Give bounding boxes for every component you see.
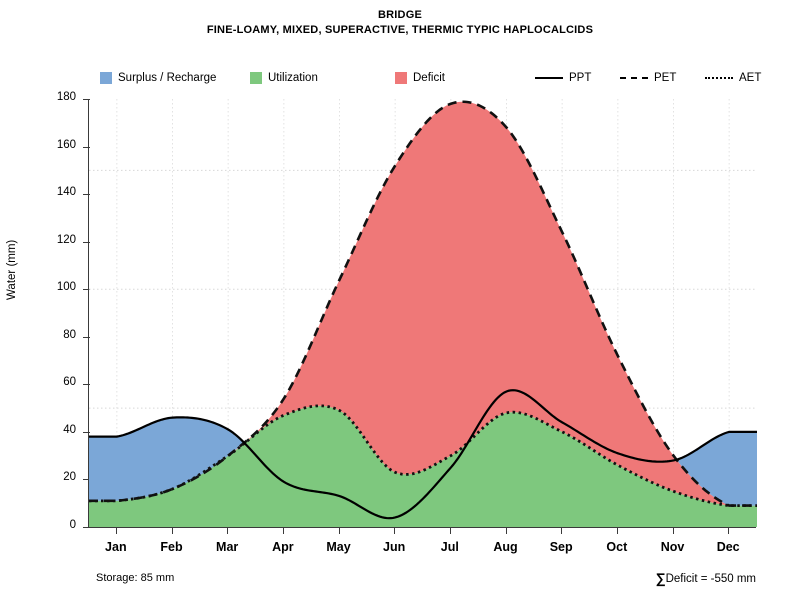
sigma-icon: ∑ [655, 570, 666, 586]
y-tick-mark [83, 146, 90, 148]
x-tick-mark-apr [282, 527, 284, 534]
legend-item-deficit: Deficit [395, 68, 445, 88]
x-tick-mark-sep [561, 527, 563, 534]
y-tick-60: 60 [36, 376, 90, 388]
title-line-1: BRIDGE [378, 9, 422, 21]
dashed-line-icon [620, 72, 648, 84]
x-tick-label-jul: Jul [440, 540, 459, 554]
y-tick-mark [83, 99, 90, 100]
y-tick-120: 120 [36, 234, 90, 246]
plot-inner [89, 99, 757, 527]
legend-label-deficit: Deficit [413, 72, 445, 84]
y-tick-20: 20 [36, 471, 90, 483]
legend-item-ppt: PPT [535, 68, 591, 88]
deficit-annotation: ∑Deficit = -550 mm [656, 570, 756, 586]
y-tick-160: 160 [36, 139, 90, 151]
x-tick-label-dec: Dec [716, 540, 740, 554]
y-tick-mark [83, 289, 90, 291]
x-tick-label-jan: Jan [105, 540, 127, 554]
region-utilization [89, 405, 757, 527]
y-tick-40: 40 [36, 424, 90, 436]
x-tick-mark-mar [227, 527, 229, 534]
chart-legend: Surplus / Recharge Utilization Deficit P… [100, 68, 761, 88]
legend-item-aet: AET [705, 68, 761, 88]
x-axis-line [88, 527, 756, 528]
x-tick-label-mar: Mar [216, 540, 239, 554]
x-tick-mark-nov [672, 527, 674, 534]
surplus-color-swatch [100, 72, 112, 84]
x-tick-label-may: May [326, 540, 351, 554]
y-tick-mark [83, 431, 90, 433]
y-tick-mark [83, 336, 90, 338]
x-tick-mark-jan [115, 527, 117, 534]
chart-title: BRIDGE FINE-LOAMY, MIXED, SUPERACTIVE, T… [0, 8, 800, 38]
deficit-color-swatch [395, 72, 407, 84]
y-tick-180: 180 [36, 91, 90, 103]
y-axis-label: Water (mm) [6, 239, 18, 300]
region-surplus-0 [89, 417, 244, 501]
x-tick-mark-dec [728, 527, 730, 534]
region-deficit-0 [232, 101, 728, 506]
utilization-color-swatch [250, 72, 262, 84]
legend-label-aet: AET [739, 72, 762, 84]
legend-label-surplus: Surplus / Recharge [118, 72, 217, 84]
x-tick-mark-feb [171, 527, 173, 534]
plot-area [88, 99, 757, 527]
title-line-2: FINE-LOAMY, MIXED, SUPERACTIVE, THERMIC … [206, 24, 594, 36]
x-tick-label-nov: Nov [660, 540, 685, 554]
x-tick-label-feb: Feb [160, 540, 183, 554]
y-tick-0: 0 [36, 519, 90, 531]
x-tick-label-aug: Aug [493, 540, 518, 554]
storage-annotation: Storage: 85 mm [96, 572, 175, 584]
x-tick-mark-jul [449, 527, 451, 534]
chart-svg [89, 99, 757, 527]
y-tick-mark [83, 479, 90, 481]
legend-item-pet: PET [620, 68, 676, 88]
y-tick-mark [83, 527, 90, 528]
deficit-annotation-text: Deficit = -550 mm [665, 573, 756, 585]
dotted-line-icon [705, 72, 733, 84]
x-tick-label-oct: Oct [606, 540, 628, 554]
y-tick-100: 100 [36, 281, 90, 293]
x-tick-label-jun: Jun [383, 540, 406, 554]
x-tick-mark-oct [616, 527, 618, 534]
x-tick-label-apr: Apr [272, 540, 294, 554]
y-tick-mark [83, 384, 90, 386]
legend-item-utilization: Utilization [250, 68, 318, 88]
curve-ppt [89, 389, 757, 520]
curve-pet [89, 100, 757, 507]
solid-line-icon [535, 72, 563, 84]
x-tick-label-sep: Sep [549, 540, 573, 554]
y-tick-mark [83, 241, 90, 243]
legend-label-utilization: Utilization [268, 72, 318, 84]
legend-label-pet: PET [654, 72, 677, 84]
x-tick-mark-aug [505, 527, 507, 534]
x-tick-mark-jun [394, 527, 396, 534]
x-tick-mark-may [338, 527, 340, 534]
y-tick-mark [83, 194, 90, 196]
legend-label-ppt: PPT [569, 72, 592, 84]
y-tick-140: 140 [36, 186, 90, 198]
y-tick-80: 80 [36, 329, 90, 341]
legend-item-surplus: Surplus / Recharge [100, 68, 216, 88]
